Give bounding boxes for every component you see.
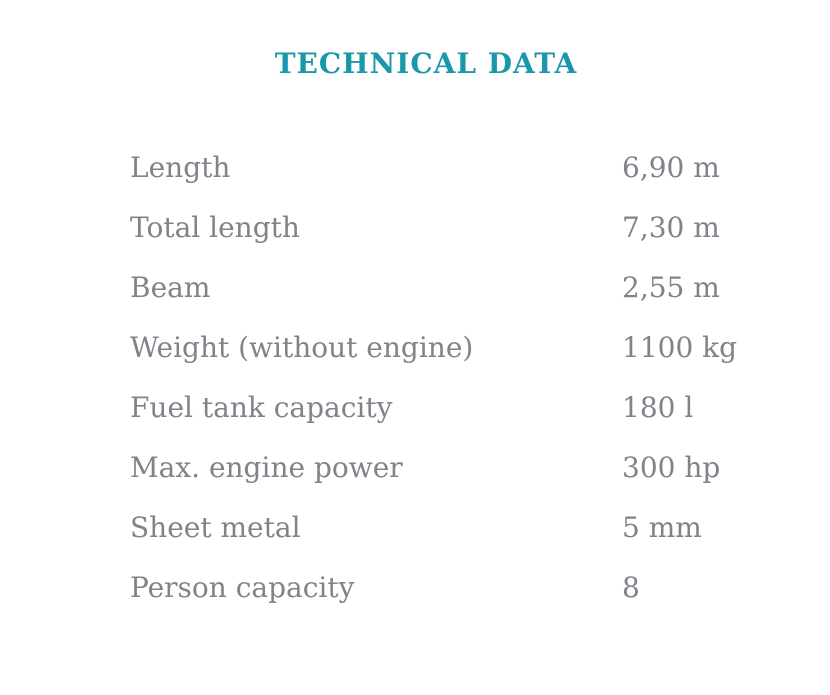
spec-value: 8	[622, 570, 640, 604]
spec-value: 6,90 m	[622, 150, 720, 184]
spec-row: Total length 7,30 m	[130, 197, 722, 257]
spec-row: Beam 2,55 m	[130, 257, 722, 317]
page-title: TECHNICAL DATA	[274, 47, 578, 80]
spec-label: Weight (without engine)	[130, 330, 474, 364]
spec-label: Fuel tank capacity	[130, 390, 393, 424]
spec-value: 7,30 m	[622, 210, 720, 244]
spec-row: Length 6,90 m	[130, 137, 722, 197]
technical-data-section: TECHNICAL DATA Length 6,90 m Total lengt…	[130, 0, 737, 617]
spec-value: 2,55 m	[622, 270, 720, 304]
spec-label: Max. engine power	[130, 450, 403, 484]
spec-row: Weight (without engine) 1100 kg	[130, 317, 737, 377]
spec-label: Length	[130, 150, 231, 184]
spec-label: Total length	[130, 210, 300, 244]
spec-table: Length 6,90 m Total length 7,30 m Beam 2…	[130, 137, 737, 617]
spec-label: Person capacity	[130, 570, 355, 604]
spec-value: 1100 kg	[622, 330, 738, 364]
spec-row: Sheet metal 5 mm	[130, 497, 722, 557]
spec-value: 5 mm	[622, 510, 702, 544]
spec-value: 300 hp	[622, 450, 721, 484]
spec-row: Fuel tank capacity 180 l	[130, 377, 722, 437]
spec-row: Max. engine power 300 hp	[130, 437, 722, 497]
spec-label: Sheet metal	[130, 510, 301, 544]
spec-row: Person capacity 8	[130, 557, 722, 617]
spec-label: Beam	[130, 270, 211, 304]
technical-data-page: TECHNICAL DATA Length 6,90 m Total lengt…	[130, 0, 737, 617]
spec-value: 180 l	[622, 390, 694, 424]
